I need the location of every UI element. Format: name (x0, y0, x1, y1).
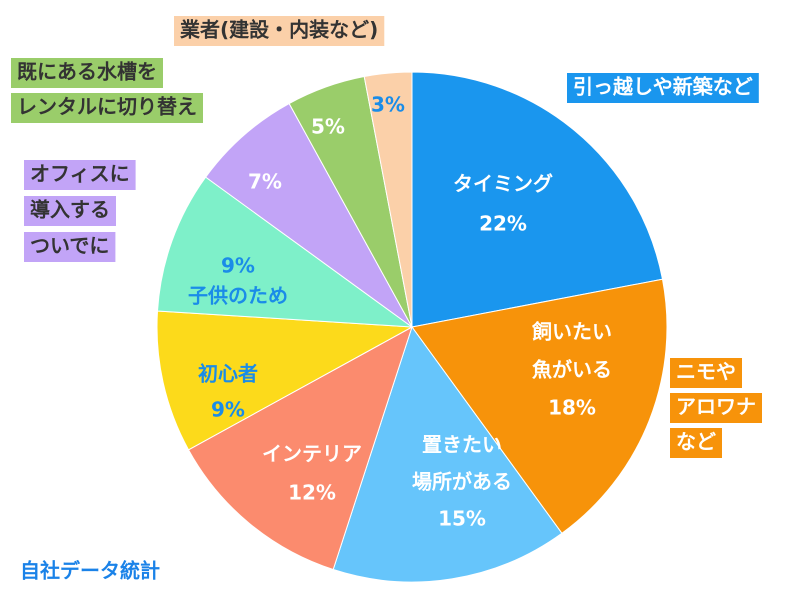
slice-label: 初心者 (198, 362, 258, 386)
slice-label: 魚がいる (532, 358, 612, 382)
callout-background (670, 428, 722, 458)
callout-text: オフィスに (30, 162, 130, 186)
pie-slice (411, 71, 664, 328)
callout-text: アロワナ (676, 395, 756, 419)
callout-text: ついでに (30, 234, 109, 258)
value-label: 9% (221, 254, 255, 278)
callout-text: ニモや (676, 360, 736, 384)
callout-background (24, 160, 136, 190)
value-label: 3% (371, 93, 405, 117)
slice-label: 置きたい (422, 433, 502, 457)
slice-label: 子供のため (188, 284, 288, 308)
pie-slice (205, 102, 413, 328)
callout-background (11, 58, 163, 88)
pie-slice (156, 310, 414, 451)
callout-background (567, 73, 759, 103)
callout-text: 引っ越しや新築など (573, 75, 753, 99)
callout-text: 導入する (30, 198, 110, 222)
callout-background (670, 358, 742, 388)
callout-text: 既にある水槽を (17, 60, 157, 84)
value-label: 9% (211, 398, 245, 422)
value-label: 7% (248, 170, 282, 194)
callout-background (11, 93, 203, 123)
pie-slice (332, 325, 563, 583)
value-label: 18% (548, 396, 596, 420)
value-label: 5% (311, 115, 345, 139)
slice-label: インテリア (262, 442, 362, 466)
pie-slice (411, 278, 668, 534)
callout-background (670, 393, 762, 423)
pie-slice (156, 176, 414, 328)
slice-label: 飼いたい (531, 320, 612, 344)
callout-background (174, 16, 385, 46)
pie-slice (187, 325, 413, 571)
value-label: 22% (479, 212, 527, 236)
callout-background (24, 196, 116, 226)
pie-slice (363, 71, 413, 328)
slice-label: タイミング (453, 172, 553, 196)
callout-text: レンタルに切り替え (17, 95, 197, 119)
source-note: 自社データ統計 (20, 559, 160, 583)
callout-text: など (676, 430, 716, 454)
value-label: 15% (438, 507, 486, 531)
value-label: 12% (288, 481, 336, 505)
callout-background (24, 232, 116, 262)
pie (156, 71, 668, 583)
callout-text: 業者(建設・内装など) (180, 18, 378, 42)
slice-label: 場所がある (412, 470, 512, 494)
